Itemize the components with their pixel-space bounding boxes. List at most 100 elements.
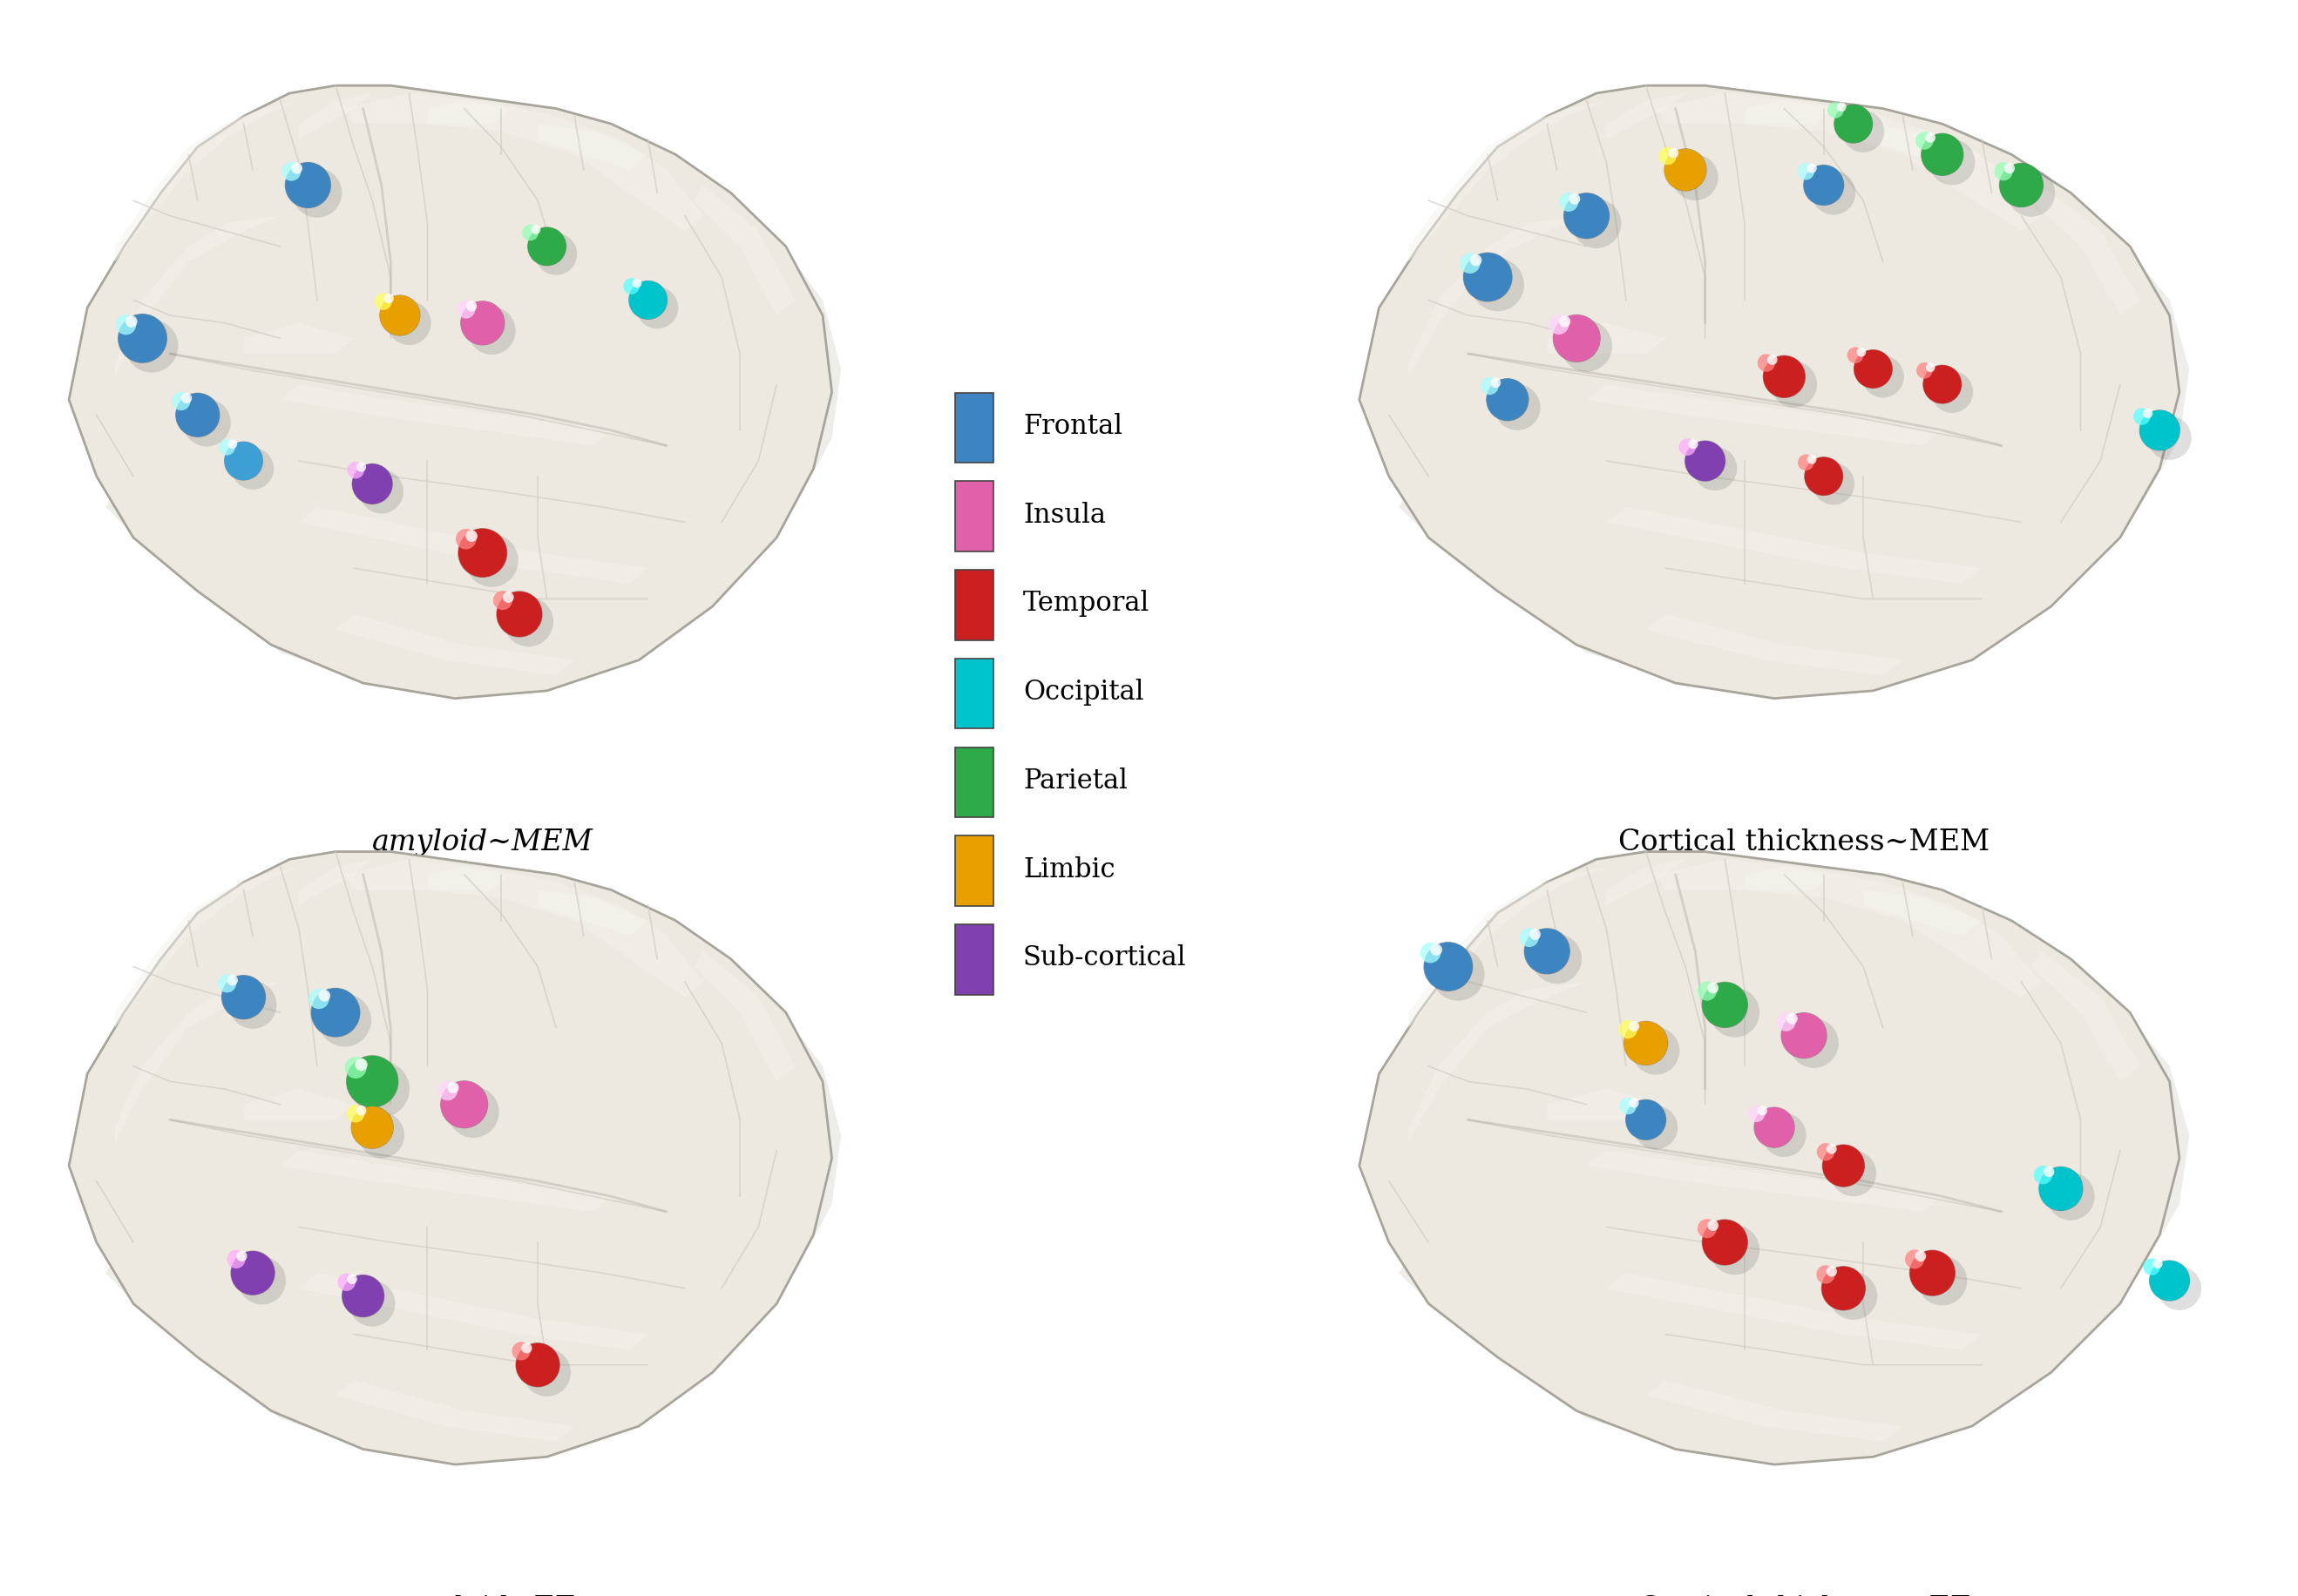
Point xyxy=(244,1267,280,1293)
Text: Frontal: Frontal xyxy=(1023,413,1121,440)
Point xyxy=(1517,921,1553,946)
Polygon shape xyxy=(694,951,795,1082)
Point xyxy=(1687,448,1724,474)
Polygon shape xyxy=(244,1088,354,1120)
Point xyxy=(446,1092,483,1117)
Point xyxy=(618,270,655,295)
Point xyxy=(225,985,262,1010)
Point xyxy=(1687,448,1724,474)
Point xyxy=(1707,1229,1744,1254)
Point xyxy=(1558,326,1595,351)
Point xyxy=(1765,1122,1802,1148)
Point xyxy=(381,303,418,329)
Point xyxy=(234,1261,271,1286)
Point xyxy=(1510,924,1547,950)
Point xyxy=(1615,1013,1652,1039)
Point xyxy=(370,286,407,311)
Point xyxy=(1418,937,1455,962)
Point xyxy=(342,1098,379,1124)
Point xyxy=(1478,370,1514,396)
Polygon shape xyxy=(1655,859,2041,998)
Point xyxy=(1765,364,1802,389)
Point xyxy=(214,967,250,993)
Point xyxy=(329,1269,365,1294)
Point xyxy=(354,1114,391,1140)
Point xyxy=(1914,1261,1951,1286)
Text: Occipital: Occipital xyxy=(1023,678,1144,705)
Point xyxy=(1923,372,1960,397)
Point xyxy=(2142,418,2179,444)
Point xyxy=(273,158,310,184)
Point xyxy=(345,1283,381,1309)
Point xyxy=(1825,1275,1861,1301)
Point xyxy=(2133,1254,2169,1280)
Polygon shape xyxy=(1586,1151,1942,1211)
Point xyxy=(234,1261,271,1286)
Point xyxy=(209,970,246,996)
Point xyxy=(1985,158,2022,184)
Point xyxy=(214,431,250,456)
Point xyxy=(225,448,262,474)
Point xyxy=(354,1069,391,1095)
Point xyxy=(1498,394,1535,420)
Polygon shape xyxy=(2031,951,2139,1082)
Point xyxy=(2043,1176,2080,1202)
Point xyxy=(1579,211,1615,236)
Point xyxy=(1765,364,1802,389)
Point xyxy=(1609,1017,1645,1042)
Point xyxy=(1905,358,1942,383)
Point xyxy=(338,1101,375,1127)
Point xyxy=(1923,142,1960,168)
Point xyxy=(1556,187,1593,212)
Polygon shape xyxy=(694,185,795,316)
Point xyxy=(1547,308,1583,334)
Point xyxy=(333,1266,370,1291)
Point xyxy=(1558,326,1595,351)
Point xyxy=(354,1069,391,1095)
Point xyxy=(1864,364,1900,389)
Point xyxy=(614,273,650,298)
Point xyxy=(354,471,391,496)
Point xyxy=(225,448,262,474)
Point xyxy=(1933,150,1969,176)
Point xyxy=(1923,142,1960,168)
Point xyxy=(1411,940,1448,966)
Point xyxy=(1717,999,1753,1025)
Polygon shape xyxy=(1606,859,1684,905)
Polygon shape xyxy=(1655,93,2041,231)
Polygon shape xyxy=(538,124,648,169)
Point xyxy=(1636,1037,1673,1063)
Point xyxy=(1990,155,2027,180)
Point xyxy=(1912,124,1949,150)
Point xyxy=(317,999,354,1025)
Point xyxy=(446,1092,483,1117)
Polygon shape xyxy=(280,385,611,445)
Point xyxy=(1528,938,1565,964)
Polygon shape xyxy=(115,215,280,377)
Polygon shape xyxy=(244,322,354,354)
Point xyxy=(503,1339,540,1365)
Polygon shape xyxy=(1864,124,1981,169)
Point xyxy=(1689,978,1726,1004)
Polygon shape xyxy=(69,852,832,1465)
Polygon shape xyxy=(69,86,832,699)
Polygon shape xyxy=(1606,1274,1981,1350)
Point xyxy=(234,456,271,482)
Point xyxy=(1836,343,1873,369)
Point xyxy=(2139,1251,2176,1277)
Point xyxy=(1452,251,1489,276)
Point xyxy=(1854,356,1891,381)
Point xyxy=(453,523,489,549)
Point xyxy=(464,539,501,565)
Point xyxy=(2160,1275,2197,1301)
Point xyxy=(510,610,547,635)
Polygon shape xyxy=(1409,101,1606,262)
Point xyxy=(2151,1267,2188,1293)
Point xyxy=(519,1352,556,1377)
Point xyxy=(1650,144,1687,169)
Polygon shape xyxy=(336,614,574,675)
Point xyxy=(290,172,326,198)
Point xyxy=(1528,938,1565,964)
Point xyxy=(508,1336,545,1361)
Polygon shape xyxy=(2031,185,2139,316)
